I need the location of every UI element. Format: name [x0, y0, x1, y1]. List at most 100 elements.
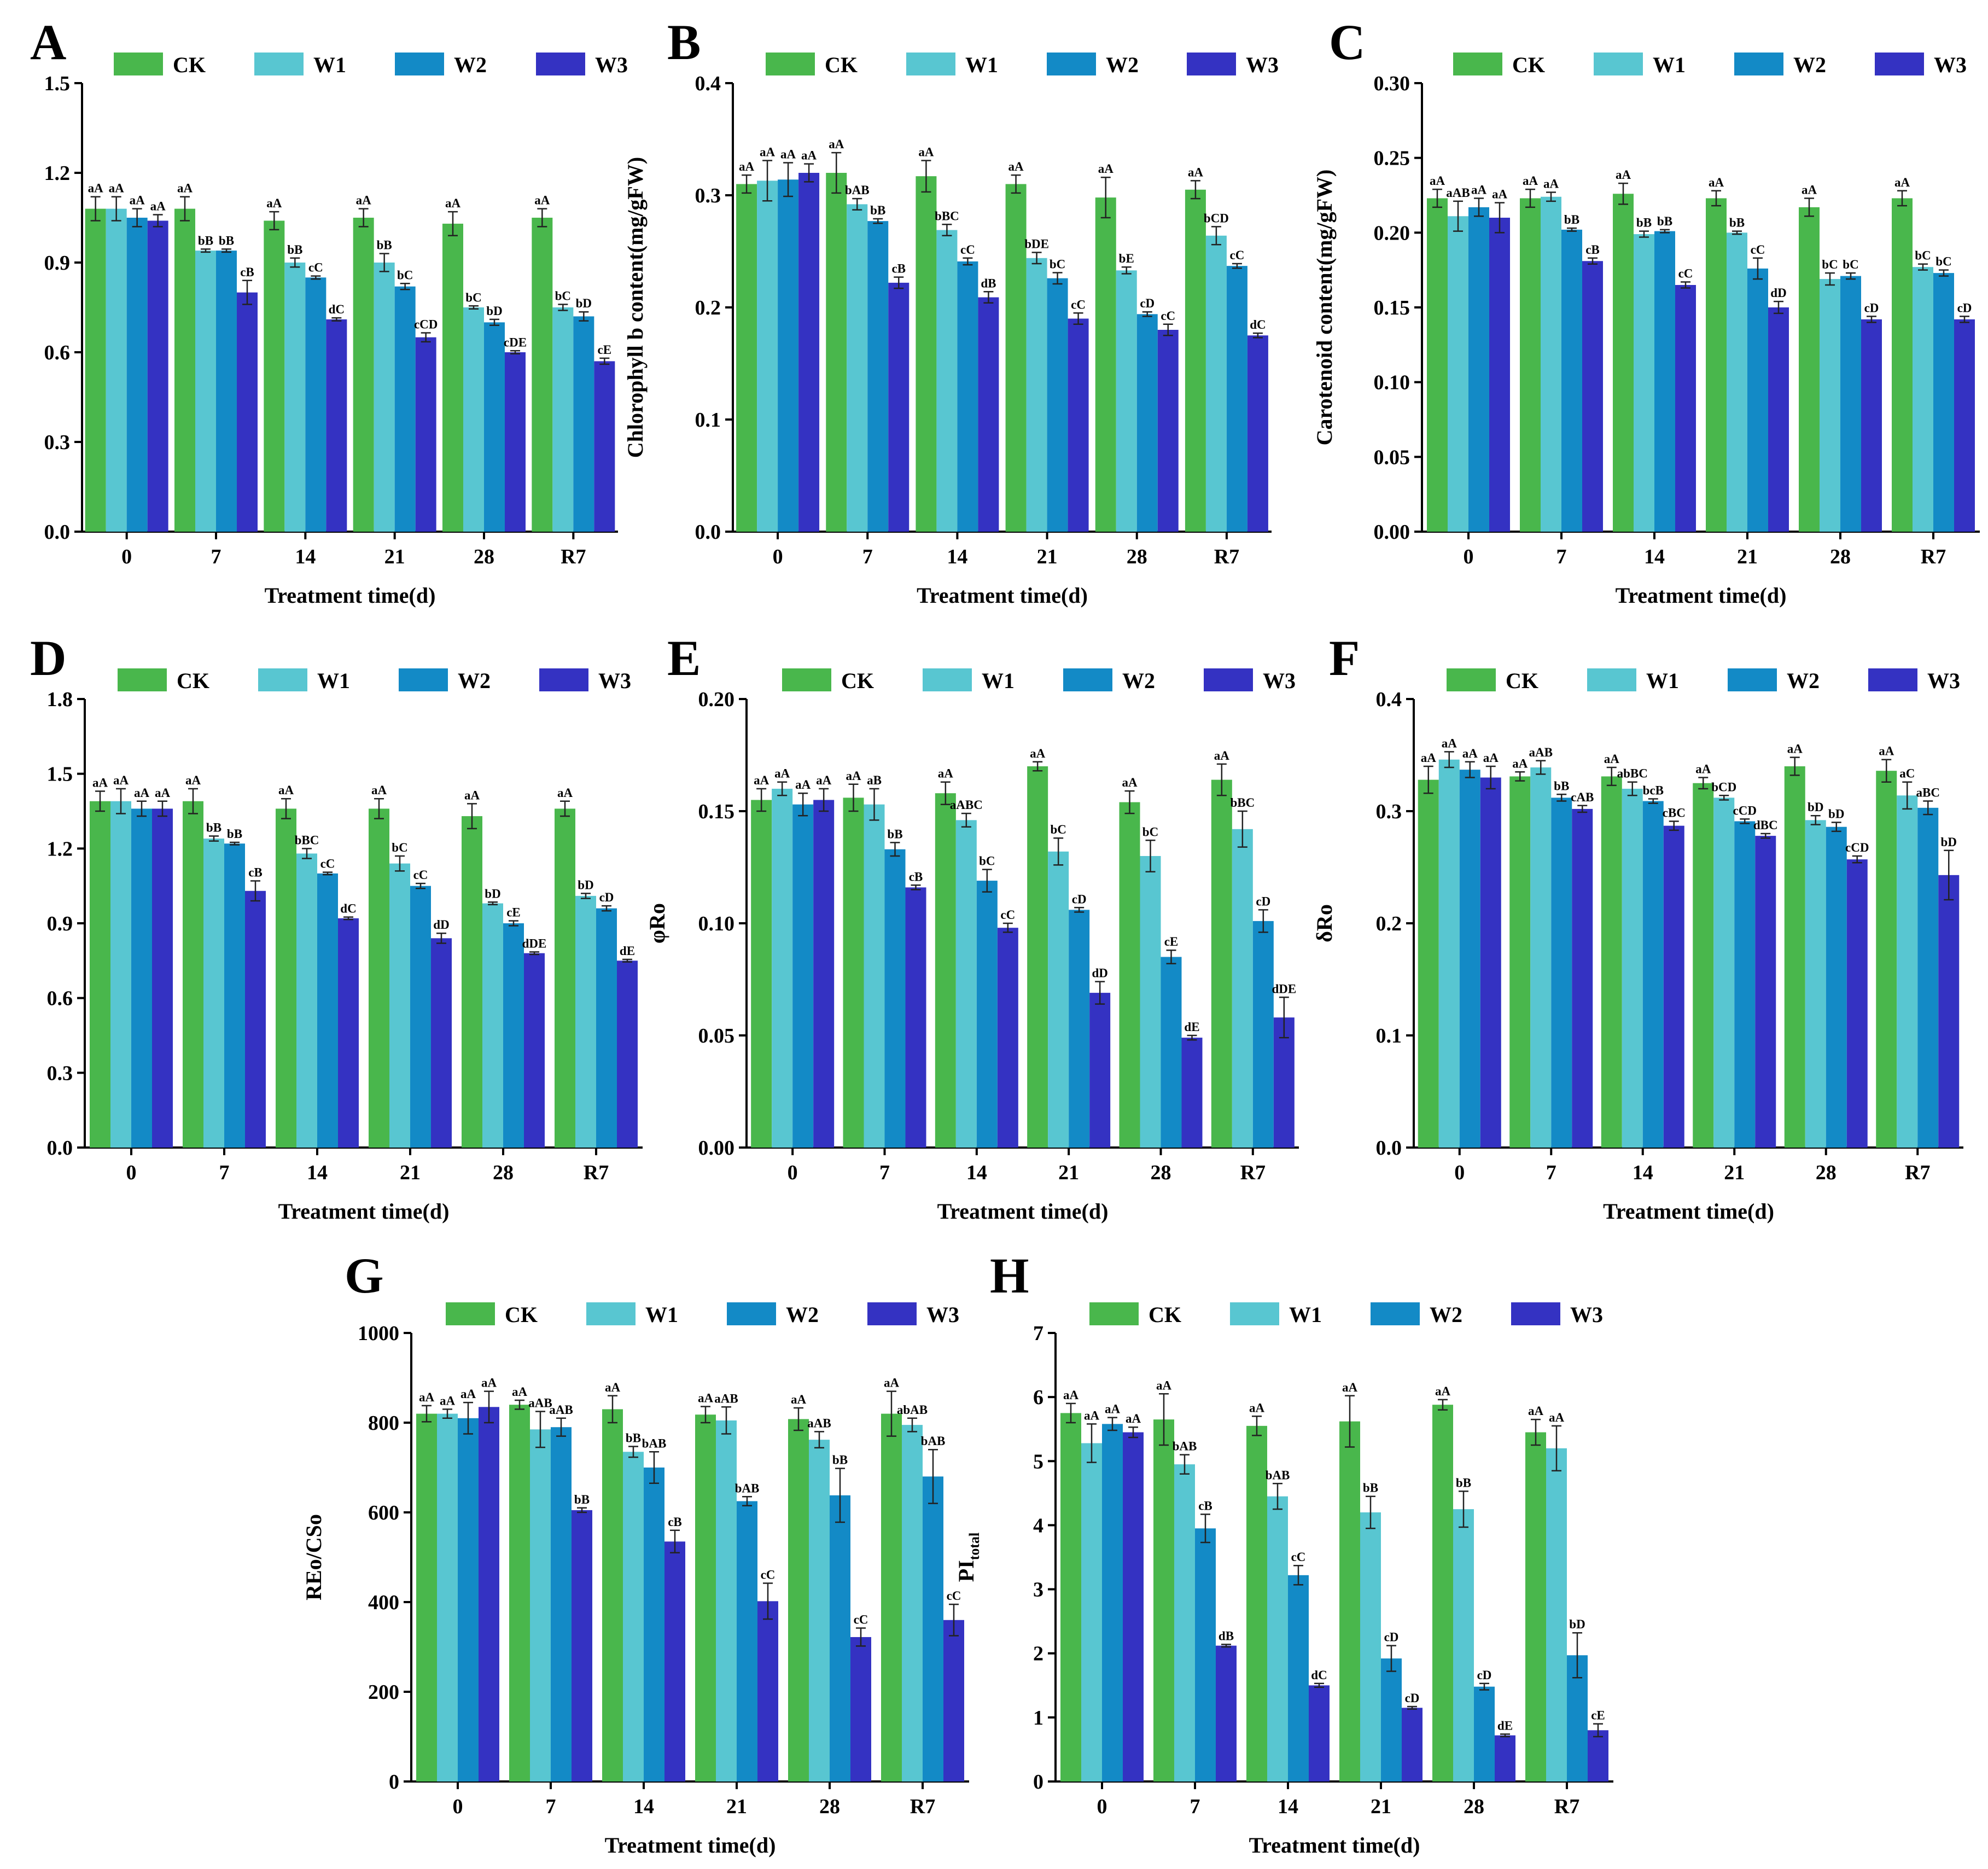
bar-w1: [864, 804, 885, 1148]
y-tick-label: 5: [1033, 1450, 1043, 1473]
significance-label: abAB: [897, 1403, 928, 1417]
bar-w2: [1252, 921, 1274, 1148]
bar-w2: [551, 1427, 572, 1781]
y-tick-label: 2: [1033, 1643, 1043, 1666]
bar-w1: [1438, 759, 1460, 1148]
significance-label: aA: [440, 1394, 456, 1407]
x-axis-title: Treatment time(d): [917, 583, 1088, 608]
legend-label-w1: W1: [982, 668, 1015, 693]
bar-w3: [1157, 330, 1179, 532]
significance-label: aA: [1063, 1388, 1079, 1402]
significance-label: bC: [465, 290, 481, 304]
bar-w1: [1805, 820, 1826, 1148]
bar-w1: [482, 903, 503, 1148]
significance-label: bB: [206, 821, 221, 835]
significance-label: bB: [887, 827, 902, 841]
legend-swatch-ck: [766, 53, 815, 75]
bar-w2: [126, 218, 148, 532]
x-tick-label: R7: [584, 1161, 609, 1184]
bar-w3: [1309, 1685, 1330, 1781]
bar-w2: [1826, 826, 1847, 1148]
legend-label-ck: CK: [1149, 1302, 1181, 1327]
legend-swatch-w2: [1063, 668, 1112, 691]
significance-label: aA: [918, 145, 934, 159]
x-tick-label: 28: [819, 1795, 840, 1818]
significance-label: aA: [1523, 174, 1538, 188]
significance-label: dD: [1770, 286, 1786, 300]
panel-letter: C: [1329, 14, 1365, 70]
y-tick-label: 400: [368, 1591, 399, 1614]
significance-label: dC: [340, 902, 356, 916]
significance-label: dE: [620, 944, 635, 958]
legend-label-w3: W3: [1263, 668, 1296, 693]
significance-label: aAB: [1529, 746, 1553, 759]
bar-ck: [276, 808, 296, 1148]
bar-ck: [1153, 1419, 1174, 1781]
bar-ck: [442, 223, 463, 532]
legend-label-w2: W2: [454, 53, 487, 77]
significance-label: aAB: [807, 1416, 831, 1430]
bar-w2: [410, 886, 431, 1148]
legend-label-w3: W3: [926, 1302, 959, 1327]
significance-label: cB: [909, 870, 923, 883]
significance-label: cE: [506, 905, 521, 919]
bar-w3: [617, 960, 638, 1148]
bar-w2: [792, 804, 814, 1148]
significance-label: bC: [979, 854, 995, 868]
bar-w1: [463, 307, 484, 532]
significance-label: bCD: [1204, 211, 1229, 225]
significance-label: aA: [481, 1376, 497, 1390]
significance-label: cC: [761, 1568, 776, 1582]
x-tick-label: R7: [561, 545, 586, 568]
x-tick-label: 0: [1464, 545, 1474, 568]
bar-w2: [1840, 276, 1861, 532]
legend-label-ck: CK: [177, 668, 209, 693]
bar-ck: [1432, 1405, 1453, 1781]
legend-swatch-w3: [536, 53, 585, 75]
bar-ck: [1876, 771, 1897, 1148]
bar-w1: [1541, 196, 1561, 532]
bar-w3: [798, 173, 820, 532]
legend-label-w2: W2: [1787, 668, 1820, 693]
significance-label: bAB: [845, 183, 870, 197]
x-tick-label: 21: [400, 1161, 421, 1184]
x-tick-label: 21: [1371, 1795, 1391, 1818]
significance-label: abBC: [1617, 767, 1648, 781]
significance-label: bAB: [1173, 1440, 1197, 1453]
bar-ck: [353, 218, 374, 532]
x-tick-label: 28: [1830, 545, 1851, 568]
bar-w3: [1861, 319, 1882, 532]
x-tick-label: R7: [1240, 1161, 1266, 1184]
bar-w2: [778, 179, 799, 532]
bar-ck: [695, 1414, 716, 1781]
bar-w1: [1634, 234, 1654, 532]
significance-label: aA: [150, 200, 166, 213]
significance-label: bAB: [921, 1434, 946, 1448]
legend-label-w1: W1: [1646, 668, 1679, 693]
significance-label: cD: [1384, 1631, 1399, 1644]
x-tick-label: 21: [384, 545, 405, 568]
bar-w3: [326, 319, 347, 532]
bar-ck: [1095, 197, 1116, 532]
significance-label: cD: [1477, 1668, 1492, 1682]
significance-label: cC: [1071, 298, 1086, 311]
significance-label: cC: [1291, 1550, 1306, 1564]
x-tick-label: 21: [1058, 1161, 1079, 1184]
significance-label: aA: [698, 1391, 714, 1405]
significance-label: cC: [320, 857, 335, 871]
significance-label: bAB: [735, 1481, 760, 1495]
y-tick-label: 1.2: [47, 837, 73, 860]
bar-w2: [1642, 801, 1664, 1148]
x-tick-label: 7: [1546, 1161, 1556, 1184]
significance-label: aA: [1249, 1401, 1265, 1414]
panel-letter: H: [990, 1248, 1029, 1303]
y-tick-label: 0.3: [695, 184, 721, 207]
y-tick-label: 1000: [358, 1322, 399, 1345]
significance-label: aA: [356, 194, 372, 207]
bar-w3: [152, 808, 173, 1148]
significance-label: aA: [1084, 1408, 1100, 1422]
bar-w1: [389, 863, 410, 1148]
bar-w2: [458, 1418, 479, 1781]
y-tick-label: 0.6: [47, 987, 73, 1010]
